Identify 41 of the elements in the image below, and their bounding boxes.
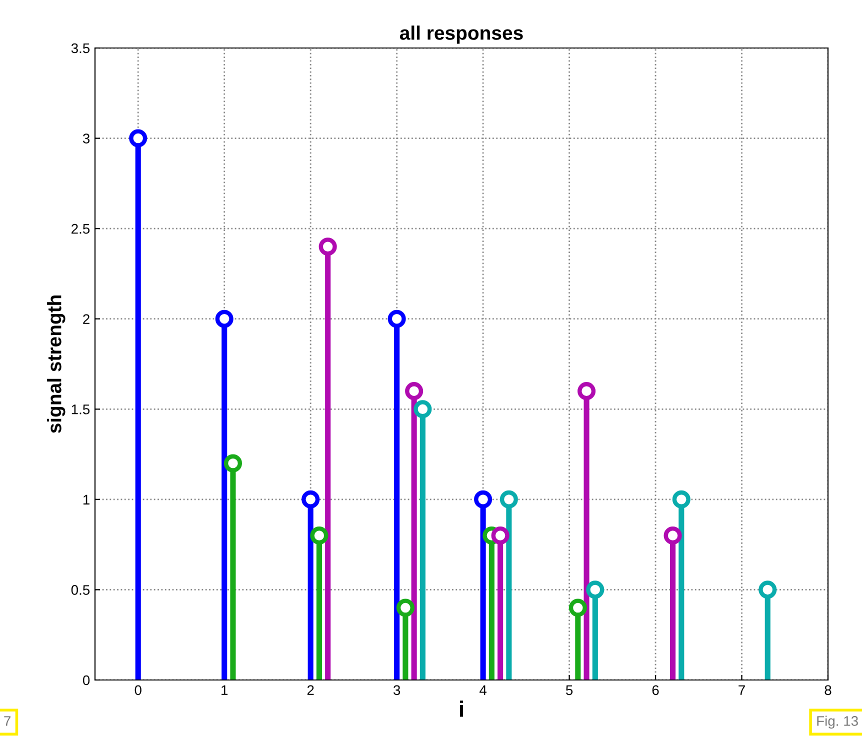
point (310, 526, 328, 545)
y-tick-label: 2.5 (72, 224, 90, 234)
point (758, 580, 777, 599)
x-tick-label: 1 (222, 685, 228, 695)
point (224, 454, 242, 472)
caption: Fig. 13 (817, 716, 858, 729)
point (129, 129, 148, 148)
x-axis-title: i (460, 700, 464, 717)
point (318, 238, 337, 256)
point (500, 490, 518, 508)
x-tick-label: 6 (652, 685, 659, 696)
x-tick-label: 3 (393, 685, 400, 696)
point (215, 310, 234, 328)
text: 7 (4, 716, 10, 726)
x-tick-label: 2 (307, 685, 314, 695)
y-tick-label: 3.5 (71, 43, 90, 54)
y-tick-label: 0.5 (71, 585, 90, 595)
chart-title: all responses (400, 26, 523, 44)
point (302, 490, 320, 508)
point (664, 526, 682, 545)
x-tick-label: 5 (566, 685, 573, 696)
point (578, 382, 596, 400)
point (586, 580, 604, 599)
x-tick-label: 0 (134, 685, 142, 696)
y-axis-title: signal strength (47, 296, 66, 433)
x-tick-label: 4 (480, 685, 487, 695)
point (405, 382, 424, 400)
y-tick-label: 3 (82, 134, 90, 144)
point (568, 598, 587, 617)
y-tick-label: 1 (83, 494, 90, 504)
point (491, 526, 510, 545)
x-tick-label: 7 (738, 685, 745, 695)
point (396, 598, 414, 617)
point (474, 490, 492, 508)
point (388, 310, 406, 328)
y-tick-label: 0 (82, 675, 90, 686)
y-tick-label: 2 (83, 314, 90, 324)
point (672, 490, 690, 508)
point (414, 400, 432, 418)
x-tick-label: 8 (824, 685, 832, 696)
y-tick-label: 1.5 (72, 404, 90, 414)
